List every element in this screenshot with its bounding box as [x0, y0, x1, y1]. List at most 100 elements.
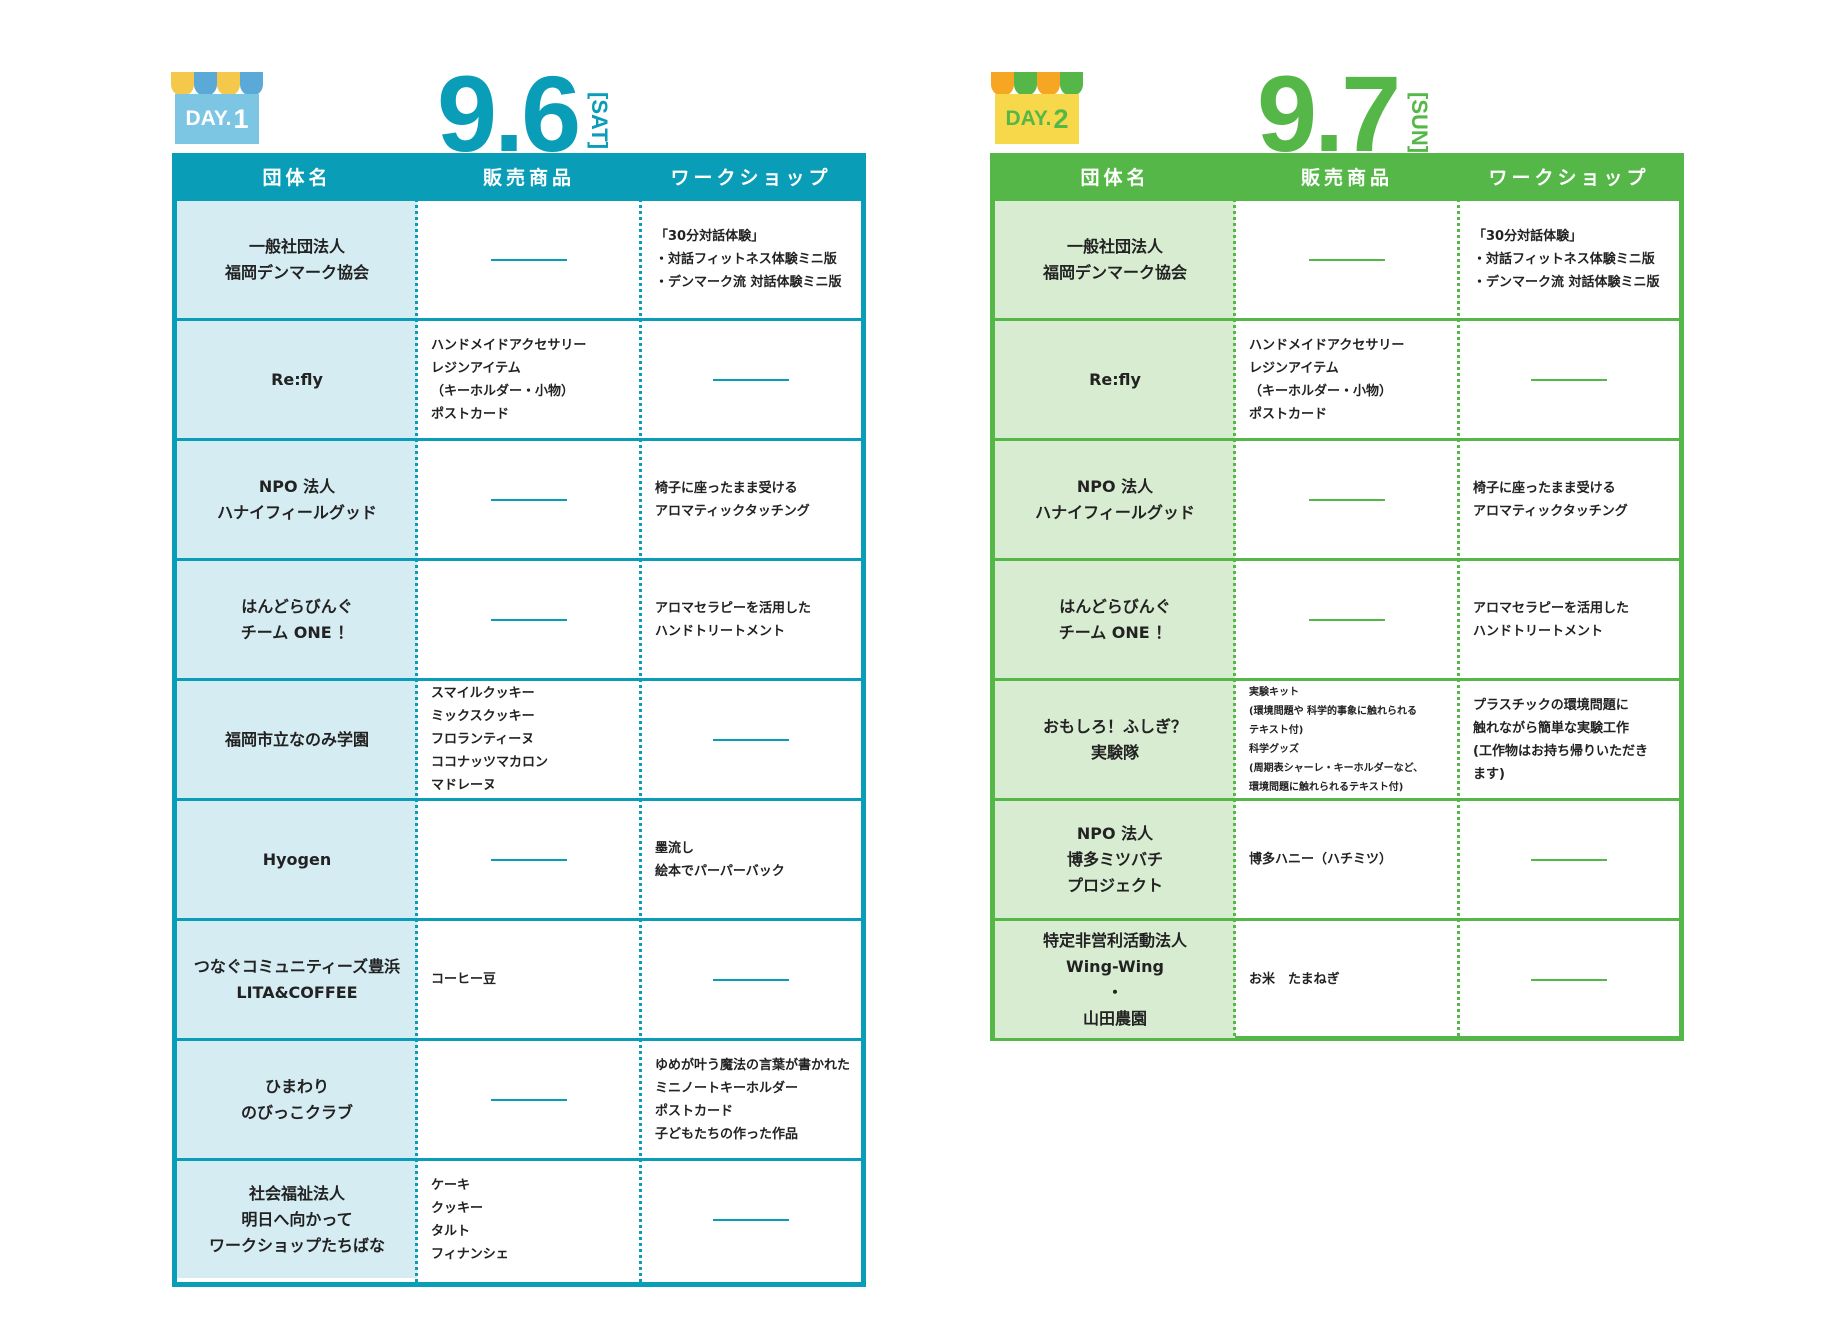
header-workshop: ワークショップ	[670, 167, 832, 189]
header-org-name: 団体名	[262, 167, 332, 189]
workshop-cell: 椅子に座ったまま受ける アロマティックタッチング	[641, 441, 861, 558]
day2-table: 団体名 販売商品 ワークショップ 一般社団法人 福岡デンマーク協会 「30分対話体…	[990, 153, 1684, 1041]
table-row: NPO 法人 ハナイフィールグッド 椅子に座ったまま受ける アロマティックタッチン…	[995, 438, 1679, 558]
org-name-cell: NPO 法人 博多ミツバチ プロジェクト	[995, 801, 1235, 918]
header-workshop: ワークショップ	[1488, 167, 1650, 189]
column-divider	[1233, 158, 1236, 1036]
goods-cell	[417, 201, 641, 318]
goods-cell: スマイルクッキー ミックスクッキー フロランティーヌ ココナッツマカロン マドレ…	[417, 681, 641, 798]
table-row: NPO 法人 ハナイフィールグッド 椅子に座ったまま受ける アロマティックタッチン…	[177, 438, 861, 558]
org-name-cell: 特定非営利活動法人 Wing-Wing ・ 山田農園	[995, 921, 1235, 1038]
workshop-cell	[641, 921, 861, 1038]
empty-dash	[1531, 858, 1607, 861]
column-divider	[415, 158, 418, 1282]
workshop-cell: アロマセラピーを活用した ハンドトリートメント	[641, 561, 861, 678]
table-row: 特定非営利活動法人 Wing-Wing ・ 山田農園 お米 たまねぎ	[995, 918, 1679, 1038]
workshop-cell	[1459, 321, 1679, 438]
empty-dash	[713, 1218, 789, 1221]
workshop-cell	[1459, 801, 1679, 918]
workshop-cell	[641, 681, 861, 798]
workshop-cell: 椅子に座ったまま受ける アロマティックタッチング	[1459, 441, 1679, 558]
workshop-cell: 「30分対話体験」 ・対話フィットネス体験ミニ版 ・デンマーク流 対話体験ミニ版	[641, 201, 861, 318]
goods-cell: コーヒー豆	[417, 921, 641, 1038]
goods-cell-text: コーヒー豆	[431, 972, 497, 987]
empty-dash	[491, 1098, 567, 1101]
workshop-cell: ゆめが叶う魔法の言葉が書かれた ミニノートキーホルダー ポストカード 子どもたち…	[641, 1041, 861, 1158]
goods-cell-text: ハンドメイドアクセサリー レジンアイテム （キーホルダー・小物） ポストカード	[1249, 337, 1405, 422]
goods-cell	[417, 561, 641, 678]
column-divider	[1457, 158, 1460, 1036]
table-row: つなぐコミュニティーズ豊浜 LITA&COFFEE コーヒー豆	[177, 918, 861, 1038]
empty-dash	[491, 498, 567, 501]
workshop-cell: アロマセラピーを活用した ハンドトリートメント	[1459, 561, 1679, 678]
workshop-cell: 「30分対話体験」 ・対話フィットネス体験ミニ版 ・デンマーク流 対話体験ミニ版	[1459, 201, 1679, 318]
table-row: 社会福祉法人 明日へ向かって ワークショップたちばな ケーキ クッキー タルト フ…	[177, 1158, 861, 1278]
workshop-cell: 墨流し 絵本でパーパーバック	[641, 801, 861, 918]
org-name-cell: NPO 法人 ハナイフィールグッド	[177, 441, 417, 558]
empty-dash	[713, 378, 789, 381]
empty-dash	[1309, 258, 1385, 261]
day2-table-header: 団体名 販売商品 ワークショップ	[995, 158, 1679, 198]
workshop-cell	[641, 321, 861, 438]
org-name-cell: はんどらびんぐ チーム ONE ！	[995, 561, 1235, 678]
workshop-cell-text: アロマセラピーを活用した ハンドトリートメント	[1473, 600, 1630, 639]
workshop-cell-text: プラスチックの環境問題に 触れながら簡単な実験工作 (工作物はお持ち帰りいただき…	[1473, 697, 1648, 782]
goods-cell-text: スマイルクッキー ミックスクッキー フロランティーヌ ココナッツマカロン マドレ…	[431, 686, 549, 793]
workshop-cell-text: ゆめが叶う魔法の言葉が書かれた ミニノートキーホルダー ポストカード 子どもたち…	[655, 1057, 851, 1142]
goods-cell: ハンドメイドアクセサリー レジンアイテム （キーホルダー・小物） ポストカード	[1235, 321, 1459, 438]
empty-dash	[491, 618, 567, 621]
empty-dash	[1531, 378, 1607, 381]
org-name-cell: NPO 法人 ハナイフィールグッド	[995, 441, 1235, 558]
table-row: 一般社団法人 福岡デンマーク協会 「30分対話体験」 ・対話フィットネス体験ミニ版…	[177, 198, 861, 318]
workshop-cell-text: 「30分対話体験」 ・対話フィットネス体験ミニ版 ・デンマーク流 対話体験ミニ版	[655, 229, 842, 290]
org-name-cell: 社会福祉法人 明日へ向かって ワークショップたちばな	[177, 1161, 417, 1278]
goods-cell: ハンドメイドアクセサリー レジンアイテム （キーホルダー・小物） ポストカード	[417, 321, 641, 438]
day1-badge-num: 1	[233, 103, 249, 134]
workshop-cell	[1459, 921, 1679, 1038]
goods-cell	[417, 441, 641, 558]
header-goods: 販売商品	[1300, 167, 1393, 189]
org-name-cell: はんどらびんぐ チーム ONE ！	[177, 561, 417, 678]
org-name-cell: つなぐコミュニティーズ豊浜 LITA&COFFEE	[177, 921, 417, 1038]
empty-dash	[491, 258, 567, 261]
table-row: Re:fly ハンドメイドアクセサリー レジンアイテム （キーホルダー・小物） ポ…	[177, 318, 861, 438]
column-divider	[639, 158, 642, 1282]
goods-cell: お米 たまねぎ	[1235, 921, 1459, 1038]
table-row: はんどらびんぐ チーム ONE ！ アロマセラピーを活用した ハンドトリートメント	[995, 558, 1679, 678]
workshop-cell	[641, 1161, 861, 1278]
goods-cell: ケーキ クッキー タルト フィナンシェ	[417, 1161, 641, 1278]
empty-dash	[1309, 618, 1385, 621]
org-name-cell: ひまわり のびっこクラブ	[177, 1041, 417, 1158]
org-name-cell: 福岡市立なのみ学園	[177, 681, 417, 798]
empty-dash	[713, 978, 789, 981]
table-row: 福岡市立なのみ学園 スマイルクッキー ミックスクッキー フロランティーヌ ココナッ…	[177, 678, 861, 798]
org-name-cell: Re:fly	[177, 321, 417, 438]
goods-cell-text: ケーキ クッキー タルト フィナンシェ	[431, 1177, 509, 1262]
workshop-cell-text: 墨流し 絵本でパーパーバック	[655, 840, 785, 879]
day2-badge-num: 2	[1053, 103, 1069, 134]
day1-date: 9.6	[437, 53, 581, 174]
goods-cell-text: お米 たまねぎ	[1249, 972, 1340, 987]
table-row: Hyogen 墨流し 絵本でパーパーバック	[177, 798, 861, 918]
day1-badge-text: DAY.	[185, 107, 232, 130]
goods-cell	[417, 1041, 641, 1158]
table-row: おもしろ！ふしぎ？ 実験隊 実験キット (環境問題や 科学的事象に触れられる テキ…	[995, 678, 1679, 798]
goods-cell	[1235, 201, 1459, 318]
org-name-cell: 一般社団法人 福岡デンマーク協会	[995, 201, 1235, 318]
goods-cell-text: 実験キット (環境問題や 科学的事象に触れられる テキスト付) 科学グッズ (周…	[1249, 686, 1424, 793]
awning-icon	[991, 72, 1083, 96]
workshop-cell-text: 椅子に座ったまま受ける アロマティックタッチング	[655, 480, 810, 519]
table-row: ひまわり のびっこクラブ ゆめが叶う魔法の言葉が書かれた ミニノートキーホルダー …	[177, 1038, 861, 1158]
goods-cell	[1235, 561, 1459, 678]
day1-table-header: 団体名 販売商品 ワークショップ	[177, 158, 861, 198]
org-name-cell: Hyogen	[177, 801, 417, 918]
workshop-cell: プラスチックの環境問題に 触れながら簡単な実験工作 (工作物はお持ち帰りいただき…	[1459, 681, 1679, 798]
table-row: はんどらびんぐ チーム ONE ！ アロマセラピーを活用した ハンドトリートメント	[177, 558, 861, 678]
goods-cell-text: 博多ハニー（ハチミツ）	[1249, 852, 1393, 867]
workshop-cell-text: 「30分対話体験」 ・対話フィットネス体験ミニ版 ・デンマーク流 対話体験ミニ版	[1473, 229, 1660, 290]
day2-date: 9.7	[1257, 53, 1401, 174]
org-name-cell: 一般社団法人 福岡デンマーク協会	[177, 201, 417, 318]
day1-table: 団体名 販売商品 ワークショップ 一般社団法人 福岡デンマーク協会 「30分対話体…	[172, 153, 866, 1287]
workshop-cell-text: 椅子に座ったまま受ける アロマティックタッチング	[1473, 480, 1628, 519]
day1-badge: DAY. 1	[171, 72, 263, 144]
